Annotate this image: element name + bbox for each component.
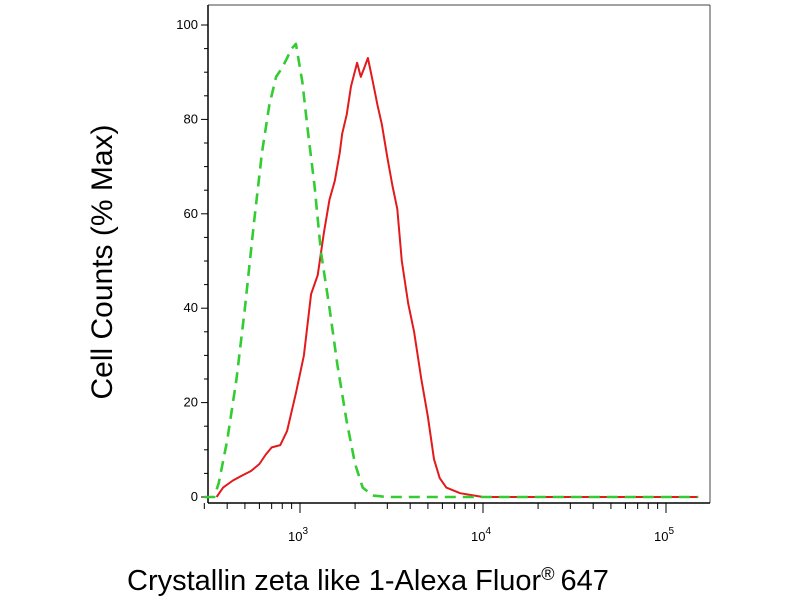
x-tick-label-base: 10 — [471, 529, 485, 544]
series-line-dashed — [204, 42, 699, 499]
x-tick-label-base: 10 — [654, 529, 668, 544]
x-tick-label-exponent: 4 — [485, 526, 491, 537]
x-tick-label: 103 — [288, 526, 308, 544]
series-layer — [204, 42, 699, 499]
x-axis-title-suffix: 647 — [560, 565, 608, 597]
x-tick-label-base: 10 — [288, 529, 302, 544]
y-tick-label: 20 — [184, 395, 198, 410]
series-line-solid — [215, 57, 699, 498]
x-tick-label-exponent: 5 — [668, 526, 674, 537]
x-tick-label: 104 — [471, 526, 491, 544]
y-tick-label: 40 — [184, 300, 198, 315]
x-axis-title-main: Crystallin zeta like 1-Alexa Fluor — [127, 565, 542, 597]
y-axis-ticks: 0 20 40 60 80 100 — [176, 17, 208, 504]
y-tick-label: 0 — [191, 489, 198, 504]
y-axis-title: Cell Counts (% Max) — [86, 124, 119, 399]
x-axis-ticks: 103 104 105 — [203, 503, 674, 544]
x-tick-label: 105 — [654, 526, 674, 544]
y-tick-label: 80 — [184, 111, 198, 126]
plot-frame — [207, 4, 711, 504]
registered-mark: ® — [541, 564, 554, 584]
y-tick-label: 60 — [184, 206, 198, 221]
x-axis-title: Crystallin zeta like 1-Alexa Fluor® 647 — [127, 564, 609, 597]
y-tick-label: 100 — [176, 17, 198, 32]
x-tick-label-exponent: 3 — [302, 526, 308, 537]
